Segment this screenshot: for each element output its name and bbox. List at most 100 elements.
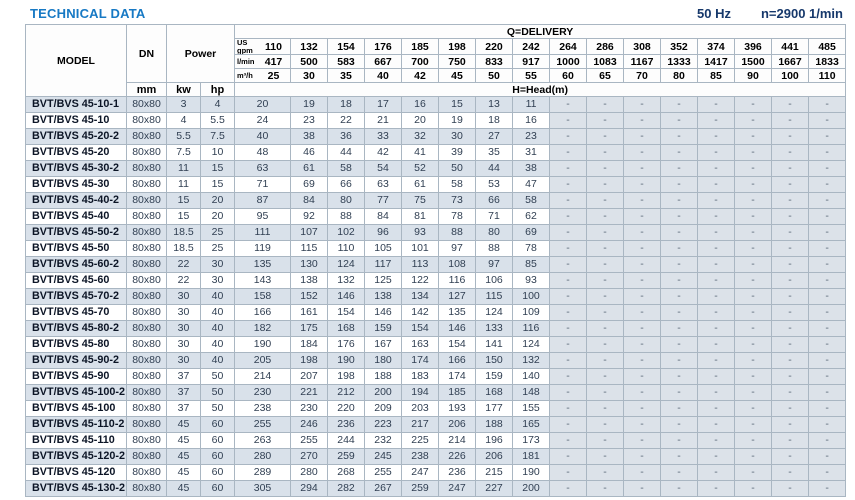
kw-cell: 45 [166, 432, 201, 449]
head-cell: - [623, 160, 662, 177]
head-cell: 63 [234, 160, 292, 177]
head-cell: - [623, 400, 662, 417]
head-cell: 31 [512, 144, 551, 161]
head-cell: 267 [364, 480, 403, 497]
kw-cell: 30 [166, 288, 201, 305]
head-cell: - [623, 448, 662, 465]
head-cell: 193 [438, 400, 477, 417]
head-cell: - [734, 112, 773, 129]
head-cell: 93 [512, 272, 551, 289]
head-cell: - [586, 464, 625, 481]
table-row: BVT/BVS 45-80 80x80 30 40 190 184 176 167 163 154… [25, 336, 847, 353]
speed-label: n=2900 1/min [760, 6, 843, 21]
head-cell: - [623, 336, 662, 353]
hp-cell: 25 [199, 240, 236, 257]
lmin-label: l/min [237, 56, 255, 66]
head-cell: 246 [290, 416, 329, 433]
head-cell: 36 [327, 128, 366, 145]
head-cell: 38 [290, 128, 329, 145]
head-cell: 24 [234, 112, 292, 129]
delivery-value: 45 [438, 68, 477, 83]
head-cell: 30 [438, 128, 477, 145]
head-cell: 141 [475, 336, 514, 353]
head-cell: 58 [512, 192, 551, 209]
head-cell: 96 [364, 224, 403, 241]
head-cell: - [660, 224, 699, 241]
head-cell: - [623, 112, 662, 129]
dn-cell: 80x80 [126, 96, 167, 113]
head-cell: - [549, 192, 588, 209]
head-cell: 58 [438, 176, 477, 193]
m3h-row: m³/h 25 30 35 40 42 45 50 55 60 65 70 80 85 90 100 110 [26, 68, 847, 83]
head-cell: 255 [364, 464, 403, 481]
kw-cell: 37 [166, 384, 201, 401]
table-row: BVT/BVS 45-30-2 80x80 11 15 63 61 58 54 52 50 44 38… [25, 160, 847, 177]
head-cell: - [697, 272, 736, 289]
hp-cell: 60 [199, 464, 236, 481]
head-cell: - [660, 144, 699, 161]
head-cell: - [623, 96, 662, 113]
head-cell: - [549, 336, 588, 353]
dn-cell: 80x80 [126, 400, 167, 417]
dn-cell: 80x80 [126, 448, 167, 465]
head-cell: 88 [327, 208, 366, 225]
delivery-value: 110 [808, 68, 847, 83]
delivery-value: 35 [327, 68, 366, 83]
hp-cell: 50 [199, 400, 236, 417]
head-cell: 181 [512, 448, 551, 465]
head-cell: - [771, 304, 810, 321]
table-row: BVT/BVS 45-50-2 80x80 18.5 25 111 107 102 96 93 8… [25, 224, 847, 241]
head-cell: - [586, 128, 625, 145]
head-cell: 105 [364, 240, 403, 257]
head-cell: 161 [290, 304, 329, 321]
head-cell: 32 [401, 128, 440, 145]
head-cell: 77 [364, 192, 403, 209]
head-cell: 142 [401, 304, 440, 321]
delivery-value: 1833 [808, 54, 847, 69]
head-cell: 132 [327, 272, 366, 289]
kw-cell: 15 [166, 208, 201, 225]
head-cell: - [549, 208, 588, 225]
delivery-value: 55 [512, 68, 551, 83]
kw-cell: 11 [166, 176, 201, 193]
head-cell: - [586, 240, 625, 257]
hp-cell: 50 [199, 368, 236, 385]
dn-cell: 80x80 [126, 256, 167, 273]
dn-cell: 80x80 [126, 336, 167, 353]
table-row: BVT/BVS 45-110 80x80 45 60 263 255 244 232 225 21… [25, 432, 847, 449]
kw-cell: 15 [166, 192, 201, 209]
units-row: mm kw hp H=Head(m) [26, 82, 847, 97]
head-cell: - [808, 432, 847, 449]
head-cell: - [549, 352, 588, 369]
head-cell: 200 [512, 480, 551, 497]
head-cell: - [549, 128, 588, 145]
table-row: BVT/BVS 45-30 80x80 11 15 71 69 66 63 61 58 53 47- -… [25, 176, 847, 193]
head-cell: 84 [364, 208, 403, 225]
hp-cell: 15 [199, 176, 236, 193]
dn-cell: 80x80 [126, 240, 167, 257]
head-cell: - [586, 208, 625, 225]
head-cell: 148 [512, 384, 551, 401]
head-cell: - [623, 352, 662, 369]
head-cell: 154 [401, 320, 440, 337]
head-cell: 16 [401, 96, 440, 113]
head-cell: 270 [290, 448, 329, 465]
dn-cell: 80x80 [126, 272, 167, 289]
head-cell: - [586, 416, 625, 433]
head-cell: - [660, 416, 699, 433]
head-cell: 18 [475, 112, 514, 129]
kw-cell: 30 [166, 304, 201, 321]
head-cell: - [549, 112, 588, 129]
delivery-value: 25 [267, 69, 280, 82]
head-cell: - [549, 304, 588, 321]
hp-cell: 60 [199, 416, 236, 433]
head-cell: - [771, 112, 810, 129]
head-cell: 177 [475, 400, 514, 417]
head-cell: - [734, 128, 773, 145]
dn-cell: 80x80 [126, 368, 167, 385]
head-cell: 84 [290, 192, 329, 209]
delivery-value: 308 [623, 38, 662, 55]
head-cell: - [549, 416, 588, 433]
head-cell: - [808, 336, 847, 353]
hp-cell: 25 [199, 224, 236, 241]
